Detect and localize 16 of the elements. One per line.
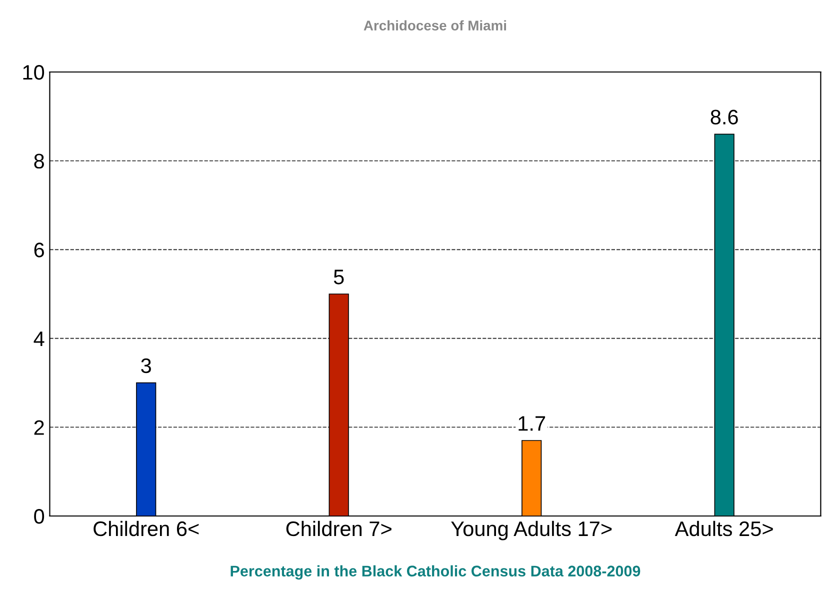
data-label: 1.7	[518, 416, 546, 431]
data-label: 3	[141, 358, 151, 374]
x-tick-label: Adults 25>	[674, 520, 773, 536]
y-tick-label: 4	[34, 332, 44, 346]
y-tick-label: 0	[34, 509, 44, 524]
y-tick-label: 10	[23, 65, 44, 80]
data-label: 8.6	[710, 110, 738, 124]
data-label: 5	[334, 270, 344, 284]
x-tick-label: Children 7>	[286, 520, 392, 536]
x-tick-label: Children 6<	[94, 520, 199, 536]
y-tick-label: 8	[34, 154, 44, 169]
y-tick-label: 2	[34, 420, 44, 435]
x-axis-title: Percentage in the Black Catholic Census Data 2008-2009	[230, 565, 640, 580]
x-tick-label: Young Adults 17>	[451, 520, 612, 540]
y-tick-label: 6	[34, 242, 44, 258]
chart-title: Archidocese of Miami	[364, 20, 506, 30]
